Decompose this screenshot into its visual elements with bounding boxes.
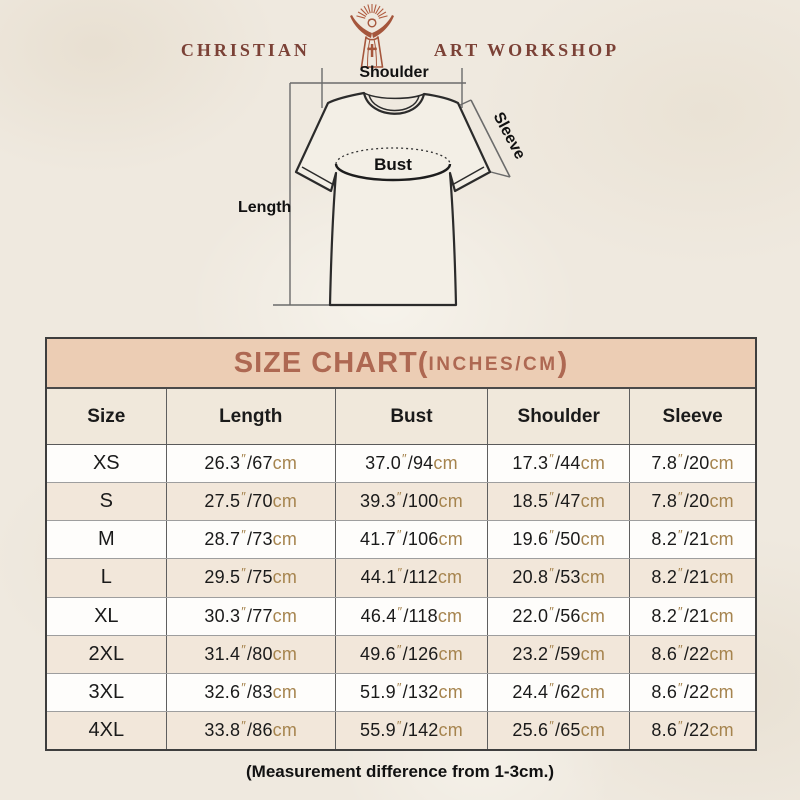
measurement-cell: 31.4 ″/80 cm [167, 635, 336, 673]
measurement-cell: 20.8 ″/53 cm [488, 559, 631, 597]
measurement-cell: 30.3 ″/77 cm [167, 597, 336, 635]
size-table-header: Size Length Bust Shoulder Sleeve [47, 389, 755, 445]
measurement-cell: 29.5 ″/75 cm [167, 559, 336, 597]
measurement-cell: 32.6 ″/83 cm [167, 673, 336, 711]
column-header-bust: Bust [336, 389, 489, 444]
bust-ellipse-top [335, 147, 451, 165]
measurement-cell: 26.3 ″/67 cm [167, 445, 336, 483]
measurement-cell: 51.9 ″/132 cm [336, 673, 489, 711]
measurement-cell: 8.6 ″/22 cm [651, 679, 734, 702]
measurement-cell: 7.8 ″/20 cm [651, 489, 734, 512]
measurement-cell: 25.6 ″/65 cm [488, 711, 631, 749]
size-row-xs: XS 26.3 ″/67 cm 37.0 ″/94 cm 17.3 ″/44 cm 7.8 ″/20 c… [47, 445, 755, 483]
column-header-length: Length [167, 389, 336, 444]
measurement-cell: 49.6 ″/126 cm [336, 635, 489, 673]
brand-name-right: ART WORKSHOP [433, 40, 620, 60]
size-row-2xl: 2XL 31.4 ″/80 cm 49.6 ″/126 cm 23.2 ″/59 cm 8.6 ″/2… [47, 634, 755, 673]
size-row-l: L 29.5 ″/75 cm 44.1 ″/112 cm 20.8 ″/53 cm 8.2 ″/21 c… [47, 558, 755, 597]
size-value: 2XL [47, 635, 167, 673]
shoulder-label: Shoulder [359, 64, 428, 81]
measurement-cell: 37.0 ″/94 cm [336, 445, 489, 483]
size-value: L [47, 559, 167, 597]
measurement-footnote: (Measurement difference from 1-3cm.) [246, 762, 554, 781]
bust-label: Bust [374, 155, 412, 174]
measurement-cell: 41.7 ″/106 cm [336, 521, 489, 559]
length-label: Length [238, 199, 291, 216]
measurement-cell: 19.6 ″/50 cm [488, 521, 631, 559]
measurement-cell: 8.6 ″/22 cm [651, 641, 734, 664]
measurement-cell: 8.6 ″/22 cm [651, 717, 734, 740]
title-units: INCHES/CM [428, 353, 558, 375]
measurement-cell: 7.8 ″/20 cm [651, 451, 734, 474]
tshirt-diagram-svg: Shoulder Length Bust Sleeve [238, 64, 529, 307]
tshirt-measurement-diagram: Shoulder Length Bust Sleeve [218, 60, 582, 332]
measurement-cell: 24.4 ″/62 cm [488, 673, 631, 711]
measurement-cell: 22.0 ″/56 cm [488, 597, 631, 635]
size-chart-title: SIZE CHART(INCHES/CM) [47, 339, 755, 389]
column-header-shoulder: Shoulder [488, 389, 631, 444]
measurement-cell: 39.3 ″/100 cm [336, 483, 489, 521]
tshirt-outline [294, 91, 492, 307]
sleeve-label: Sleeve [490, 110, 529, 163]
measurement-cell: 8.2 ″/21 cm [651, 565, 734, 588]
measurement-cell: 28.7 ″/73 cm [167, 521, 336, 559]
title-main: SIZE CHART( [233, 346, 429, 379]
bust-ellipse-bottom [334, 163, 452, 182]
measurement-cell: 46.4 ″/118 cm [336, 597, 489, 635]
brand-name-left: CHRISTIAN [180, 40, 310, 60]
size-chart-table: SIZE CHART(INCHES/CM) Size Length Bust Shou… [45, 337, 757, 751]
size-row-3xl: 3XL 32.6 ″/83 cm 51.9 ″/132 cm 24.4 ″/62 cm 8.6 ″/2… [47, 672, 755, 711]
brand-logo: CHRISTIAN ART WORKSHOP [0, 4, 800, 70]
size-row-4xl: 4XL 33.8 ″/86 cm 55.9 ″/142 cm 25.6 ″/65 cm 8.6 ″/2… [47, 710, 755, 749]
measurement-cell: 44.1 ″/112 cm [336, 559, 489, 597]
size-table-body: XS 26.3 ″/67 cm 37.0 ″/94 cm 17.3 ″/44 cm 7.8 ″/20 c… [47, 445, 755, 749]
size-value: XS [47, 445, 167, 483]
measurement-cell: 17.3 ″/44 cm [488, 445, 631, 483]
jesus-rays-icon [349, 4, 394, 68]
measurement-cell: 23.2 ″/59 cm [488, 635, 631, 673]
measurement-cell: 33.8 ″/86 cm [167, 711, 336, 749]
size-row-m: M 28.7 ″/73 cm 41.7 ″/106 cm 19.6 ″/50 cm 8.2 ″/21 c… [47, 520, 755, 559]
column-header-size: Size [47, 389, 167, 444]
title-close: ) [557, 346, 569, 379]
measurement-cell: 55.9 ″/142 cm [336, 711, 489, 749]
measurement-cell: 18.5 ″/47 cm [488, 483, 631, 521]
size-row-xl: XL 30.3 ″/77 cm 46.4 ″/118 cm 22.0 ″/56 cm 8.2 ″/21… [47, 596, 755, 635]
size-value: 4XL [47, 711, 167, 749]
size-value: M [47, 521, 167, 559]
column-header-sleeve: Sleeve [662, 405, 723, 427]
size-value: XL [47, 597, 167, 635]
measurement-cell: 8.2 ″/21 cm [651, 603, 734, 626]
size-value: 3XL [47, 673, 167, 711]
measurement-cell: 8.2 ″/21 cm [651, 527, 734, 550]
size-value: S [47, 483, 167, 521]
size-row-s: S 27.5 ″/70 cm 39.3 ″/100 cm 18.5 ″/47 cm 7.8 ″/20 c… [47, 482, 755, 521]
measurement-cell: 27.5 ″/70 cm [167, 483, 336, 521]
